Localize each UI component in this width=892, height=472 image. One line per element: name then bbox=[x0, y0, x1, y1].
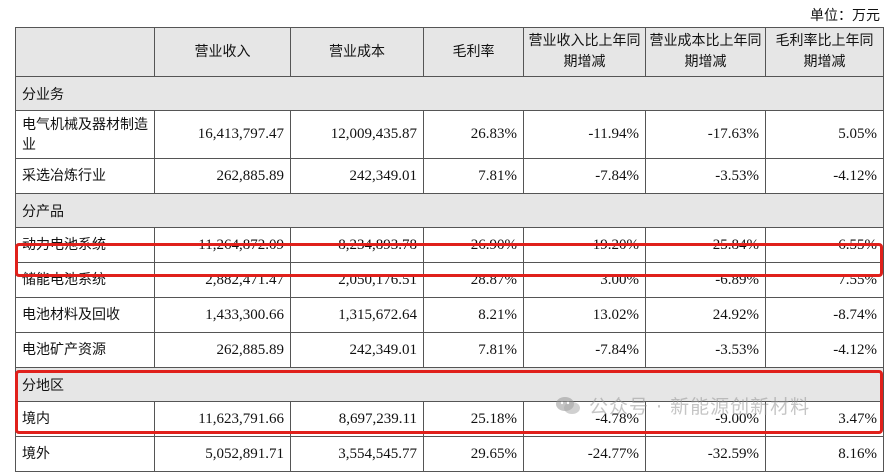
row-label: 电池矿产资源 bbox=[15, 332, 155, 368]
table-row: 电池材料及回收 1,433,300.66 1,315,672.64 8.21% … bbox=[15, 297, 884, 333]
cost-change-cell: -3.53% bbox=[645, 332, 766, 368]
revenue-cell: 11,264,872.09 bbox=[154, 227, 291, 263]
margin-cell: 26.90% bbox=[423, 227, 524, 263]
revenue-change-cell: 3.00% bbox=[523, 262, 646, 298]
table-row: 境内 11,623,791.66 8,697,239.11 25.18% -4.… bbox=[15, 401, 884, 437]
margin-change-cell: -4.12% bbox=[765, 158, 884, 194]
revenue-change-cell: -24.77% bbox=[523, 436, 646, 472]
cost-cell: 242,349.01 bbox=[290, 158, 424, 194]
section-title: 分业务 bbox=[15, 76, 884, 111]
margin-cell: 28.87% bbox=[423, 262, 524, 298]
margin-cell: 29.65% bbox=[423, 436, 524, 472]
header-row: 营业收入 营业成本 毛利率 营业收入比上年同期增减 营业成本比上年同期增减 毛利… bbox=[15, 27, 884, 77]
margin-change-cell: 6.55% bbox=[765, 227, 884, 263]
cost-cell: 2,050,176.51 bbox=[290, 262, 424, 298]
section-row: 分地区 bbox=[15, 367, 884, 402]
margin-change-cell: 7.55% bbox=[765, 262, 884, 298]
row-label: 电池材料及回收 bbox=[15, 297, 155, 333]
margin-cell: 7.81% bbox=[423, 158, 524, 194]
margin-change-cell: 8.16% bbox=[765, 436, 884, 472]
margin-cell: 26.83% bbox=[423, 110, 524, 159]
cost-change-cell: -17.63% bbox=[645, 110, 766, 159]
row-label: 境外 bbox=[15, 436, 155, 472]
revenue-change-cell: -11.94% bbox=[523, 110, 646, 159]
table-row: 电池矿产资源 262,885.89 242,349.01 7.81% -7.84… bbox=[15, 332, 884, 368]
margin-cell: 25.18% bbox=[423, 401, 524, 437]
header-cell: 毛利率比上年同期增减 bbox=[765, 27, 884, 77]
table-row: 采选冶炼行业 262,885.89 242,349.01 7.81% -7.84… bbox=[15, 158, 884, 194]
cost-cell: 12,009,435.87 bbox=[290, 110, 424, 159]
table-row: 电气机械及器材制造业 16,413,797.47 12,009,435.87 2… bbox=[15, 110, 884, 159]
row-label: 动力电池系统 bbox=[15, 227, 155, 263]
section-title: 分地区 bbox=[15, 367, 884, 402]
margin-cell: 7.81% bbox=[423, 332, 524, 368]
margin-change-cell: -4.12% bbox=[765, 332, 884, 368]
cost-change-cell: -9.00% bbox=[645, 401, 766, 437]
header-cell bbox=[15, 27, 155, 77]
revenue-cell: 262,885.89 bbox=[154, 158, 291, 194]
section-row: 分产品 bbox=[15, 193, 884, 228]
section-title: 分产品 bbox=[15, 193, 884, 228]
revenue-cell: 5,052,891.71 bbox=[154, 436, 291, 472]
cost-cell: 8,234,893.78 bbox=[290, 227, 424, 263]
cost-change-cell: -3.53% bbox=[645, 158, 766, 194]
revenue-cell: 262,885.89 bbox=[154, 332, 291, 368]
unit-label: 单位：万元 bbox=[810, 8, 880, 24]
margin-cell: 8.21% bbox=[423, 297, 524, 333]
table-row: 境外 5,052,891.71 3,554,545.77 29.65% -24.… bbox=[15, 436, 884, 472]
cost-change-cell: -6.89% bbox=[645, 262, 766, 298]
section-row: 分业务 bbox=[15, 76, 884, 111]
margin-change-cell: 3.47% bbox=[765, 401, 884, 437]
row-label: 采选冶炼行业 bbox=[15, 158, 155, 194]
revenue-cell: 2,882,471.47 bbox=[154, 262, 291, 298]
cost-change-cell: -32.59% bbox=[645, 436, 766, 472]
row-label: 境内 bbox=[15, 401, 155, 437]
cost-change-cell: 24.92% bbox=[645, 297, 766, 333]
margin-change-cell: 5.05% bbox=[765, 110, 884, 159]
revenue-cell: 1,433,300.66 bbox=[154, 297, 291, 333]
revenue-change-cell: 13.02% bbox=[523, 297, 646, 333]
revenue-change-cell: -19.20% bbox=[523, 227, 646, 263]
revenue-change-cell: -4.78% bbox=[523, 401, 646, 437]
cost-cell: 3,554,545.77 bbox=[290, 436, 424, 472]
revenue-change-cell: -7.84% bbox=[523, 332, 646, 368]
revenue-cell: 11,623,791.66 bbox=[154, 401, 291, 437]
cost-cell: 8,697,239.11 bbox=[290, 401, 424, 437]
row-label: 电气机械及器材制造业 bbox=[15, 110, 155, 159]
header-cell: 营业成本比上年同期增减 bbox=[645, 27, 766, 77]
table-row: 储能电池系统 2,882,471.47 2,050,176.51 28.87% … bbox=[15, 262, 884, 298]
header-cell: 营业收入 bbox=[154, 27, 291, 77]
header-cell: 营业收入比上年同期增减 bbox=[523, 27, 646, 77]
cost-change-cell: -25.84% bbox=[645, 227, 766, 263]
revenue-cell: 16,413,797.47 bbox=[154, 110, 291, 159]
table-row: 动力电池系统 11,264,872.09 8,234,893.78 26.90%… bbox=[15, 227, 884, 263]
header-cell: 营业成本 bbox=[290, 27, 424, 77]
row-label: 储能电池系统 bbox=[15, 262, 155, 298]
revenue-change-cell: -7.84% bbox=[523, 158, 646, 194]
financial-table: 营业收入 营业成本 毛利率 营业收入比上年同期增减 营业成本比上年同期增减 毛利… bbox=[15, 27, 884, 472]
cost-cell: 1,315,672.64 bbox=[290, 297, 424, 333]
cost-cell: 242,349.01 bbox=[290, 332, 424, 368]
header-cell: 毛利率 bbox=[423, 27, 524, 77]
margin-change-cell: -8.74% bbox=[765, 297, 884, 333]
